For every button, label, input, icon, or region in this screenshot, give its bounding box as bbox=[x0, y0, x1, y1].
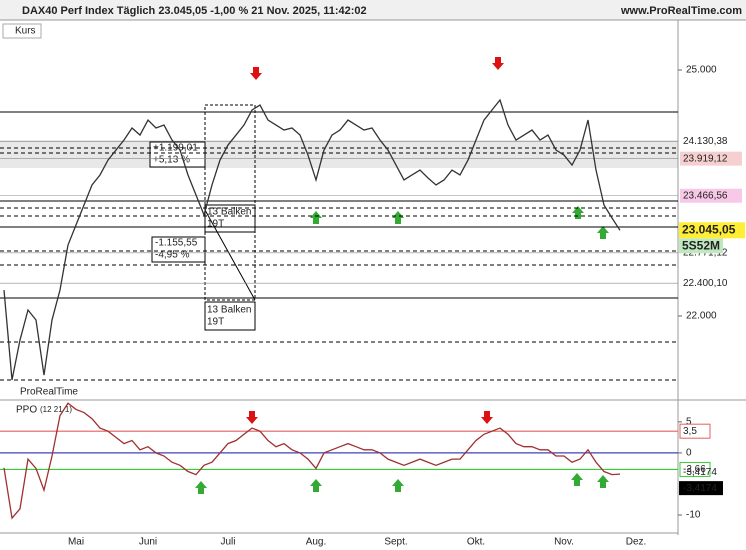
level-label-box bbox=[680, 276, 742, 291]
annotation: 19T bbox=[207, 317, 224, 328]
annotation-boxes bbox=[204, 104, 256, 301]
level-label-box bbox=[679, 461, 711, 477]
last-value-box bbox=[679, 481, 723, 496]
x-tick-label: Nov. bbox=[554, 537, 574, 548]
series-line bbox=[3, 402, 621, 520]
level-label-box bbox=[680, 151, 742, 166]
x-tick-label: Okt. bbox=[467, 537, 485, 548]
annotation: -1.155,55 bbox=[155, 238, 198, 249]
timer-box bbox=[679, 238, 723, 254]
header-site: www.ProRealTime.com bbox=[620, 5, 742, 17]
header-bar bbox=[0, 0, 746, 20]
level-label: 23.466,56 bbox=[683, 190, 728, 201]
last-price-box bbox=[679, 222, 745, 239]
x-tick-label: Mai bbox=[68, 537, 84, 548]
level-label-box bbox=[680, 134, 742, 149]
y-tick-label: -10 bbox=[686, 510, 701, 521]
buy-signals bbox=[195, 206, 609, 494]
annotation-line bbox=[204, 209, 256, 301]
y-tick-label: 25.000 bbox=[686, 65, 717, 76]
x-tick-label: Juni bbox=[139, 537, 157, 548]
series-line bbox=[3, 98, 621, 381]
panel-params: (12 21 1) bbox=[40, 405, 72, 414]
y-tick-label: 22.000 bbox=[686, 311, 717, 322]
zone bbox=[0, 140, 678, 168]
last-value: -3,4174 bbox=[683, 483, 717, 494]
level-label: 3,5 bbox=[683, 426, 697, 437]
last-value: -3,4174 bbox=[683, 467, 717, 478]
watermark: ProRealTime bbox=[20, 387, 78, 398]
annotation-frames bbox=[149, 141, 256, 331]
y-tick-label: 5 bbox=[686, 417, 692, 428]
header-title: DAX40 Perf Index Täglich 23.045,05 -1,00… bbox=[22, 5, 367, 17]
level-label-box bbox=[680, 188, 742, 203]
annotation: -4,95 % bbox=[155, 250, 190, 261]
annotation: +5,13 % bbox=[153, 155, 190, 166]
last-price: 23.045,05 bbox=[682, 222, 736, 236]
panel-label: Kurs bbox=[15, 26, 36, 37]
annotation: 13 Balken bbox=[207, 207, 251, 218]
x-tick-label: Aug. bbox=[306, 537, 327, 548]
level-label: 22.400,10 bbox=[683, 278, 728, 289]
x-tick-label: Dez. bbox=[626, 537, 647, 548]
panel-label: PPO bbox=[16, 405, 37, 416]
level-label-box bbox=[679, 423, 711, 439]
level-label: 23.919,12 bbox=[683, 153, 728, 164]
y-tick-label: 0 bbox=[686, 448, 692, 459]
sell-signals bbox=[246, 57, 504, 424]
x-tick-label: Sept. bbox=[384, 537, 407, 548]
x-tick-label: Juli bbox=[220, 537, 235, 548]
level-label: 24.130,38 bbox=[683, 136, 728, 147]
annotation: 13 Balken bbox=[207, 305, 251, 316]
level-label: -2,66 bbox=[683, 464, 706, 475]
legend-box bbox=[2, 23, 42, 39]
annotation: 19T bbox=[207, 219, 224, 230]
timer: 5S52M bbox=[682, 238, 720, 252]
